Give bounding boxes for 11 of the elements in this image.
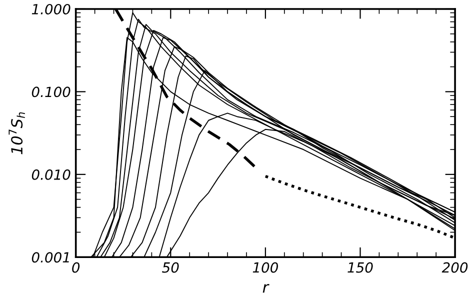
- x-tick-label: 150: [348, 262, 373, 273]
- y-tick-label: 0.100: [32, 86, 70, 98]
- x-axis-title: r: [262, 284, 270, 293]
- y-tick-label: 0.010: [32, 169, 70, 180]
- x-tick-label: 50: [162, 262, 179, 273]
- y-tick-label: 0.001: [32, 252, 69, 263]
- y-axis-title: 10$^{7}$S$_{h}$: [8, 112, 25, 154]
- x-tick-label: 100: [252, 262, 278, 273]
- y-tick-label: 1.000: [32, 4, 70, 14]
- x-tick-label: 0: [72, 262, 80, 273]
- x-tick-label: 200: [442, 262, 468, 273]
